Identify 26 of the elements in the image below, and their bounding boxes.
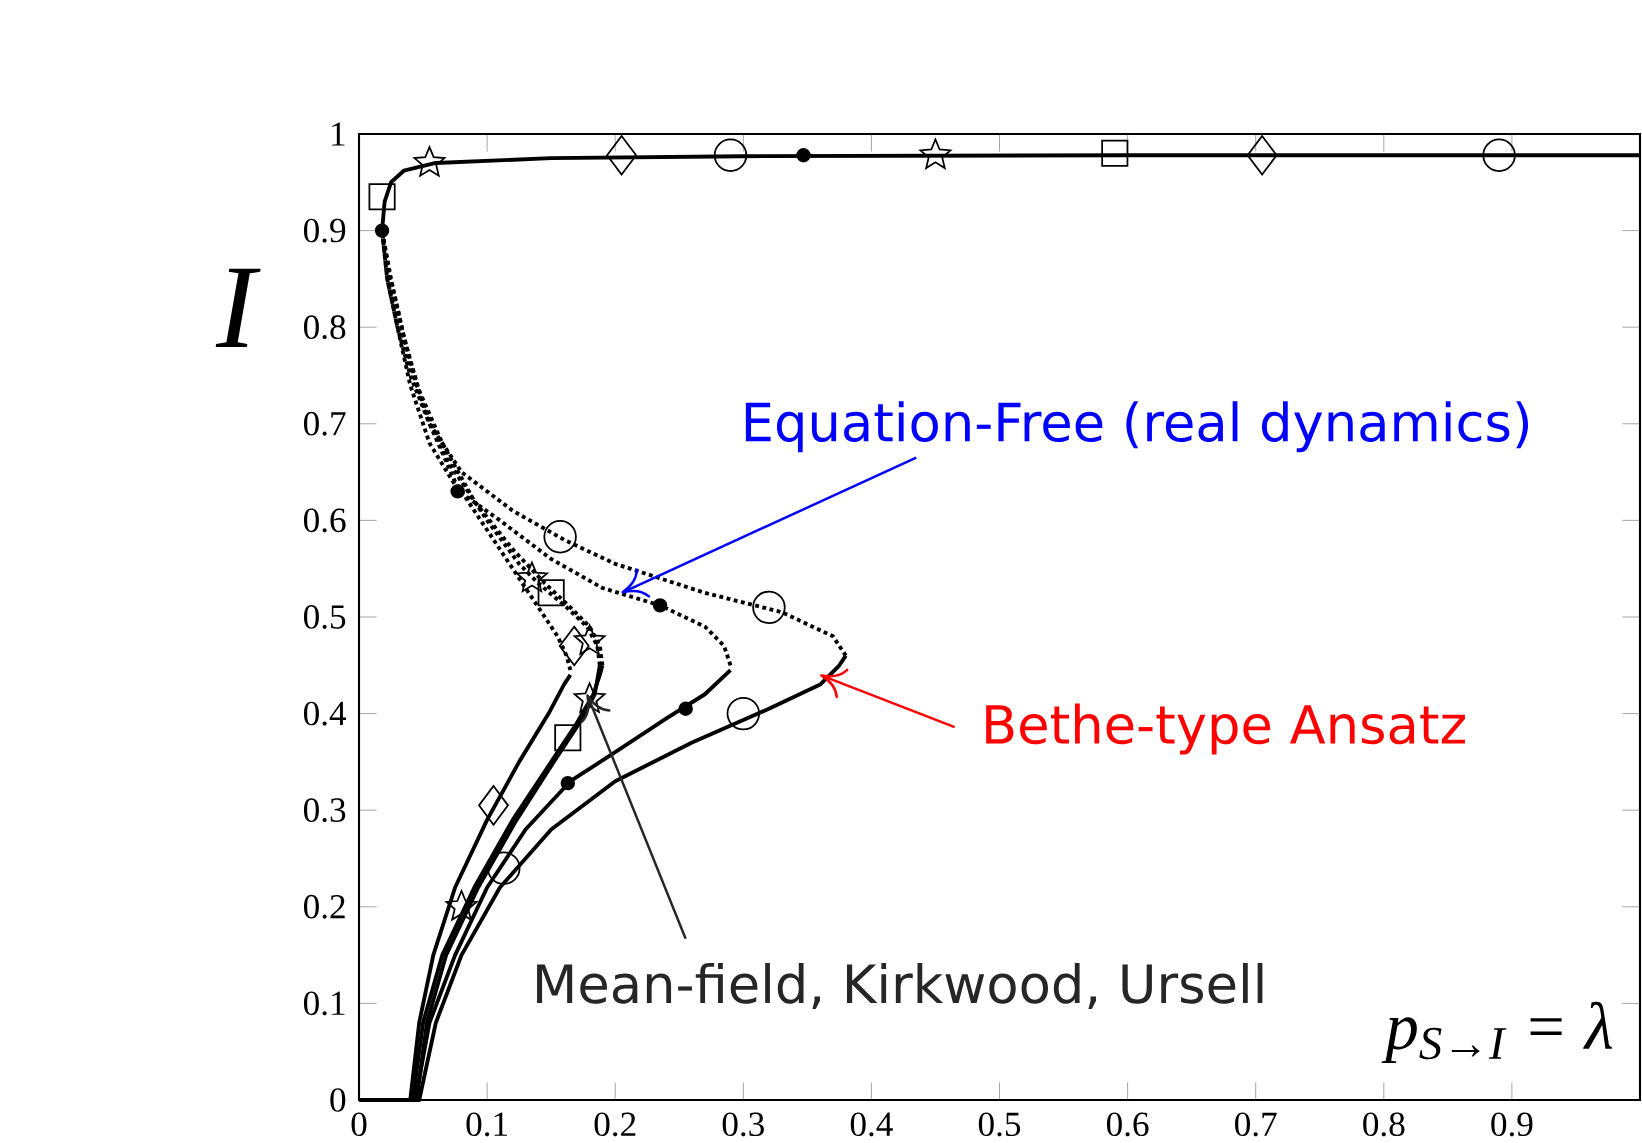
x-tick-label: 0.8 [1363, 1112, 1405, 1137]
x-tick-label: 0.4 [850, 1112, 893, 1137]
y-tick-label: 1 [332, 122, 345, 146]
y-tick-label: 0 [330, 1088, 346, 1112]
x-axis-title: p$_{S→I}$ = λ [1381, 1001, 1612, 1063]
x-tick-label: 0 [351, 1112, 367, 1137]
y-axis-title: I [215, 268, 261, 347]
y-tick-label: 0.5 [303, 605, 346, 629]
x-tick-label: 0.1 [466, 1112, 507, 1137]
y-tick-label: 0.7 [303, 411, 346, 436]
annotation: Bethe-type Ansatz [986, 703, 1465, 755]
y-tick-label: 0.2 [303, 894, 345, 919]
x-tick-label: 0.6 [1106, 1112, 1149, 1137]
annotation: Mean-field, Kirkwood, Ursell [537, 962, 1263, 1010]
y-tick-label: 0.9 [303, 218, 346, 243]
y-tick-label: 0.3 [303, 798, 346, 823]
x-tick-label: 0.2 [594, 1112, 636, 1137]
x-tick-label: 0.3 [722, 1112, 764, 1137]
y-tick-label: 0.1 [303, 991, 345, 1016]
x-tick-label: 0.7 [1235, 1112, 1277, 1137]
x-tick-label: 0.9 [1491, 1112, 1533, 1137]
x-tick-label: 0.5 [978, 1112, 1021, 1137]
y-tick-label: 0.4 [303, 701, 347, 726]
annotation: Equation-Free (real dynamics) [745, 401, 1528, 453]
y-tick-label: 0.8 [303, 315, 346, 340]
y-tick-label: 0.6 [303, 508, 346, 533]
